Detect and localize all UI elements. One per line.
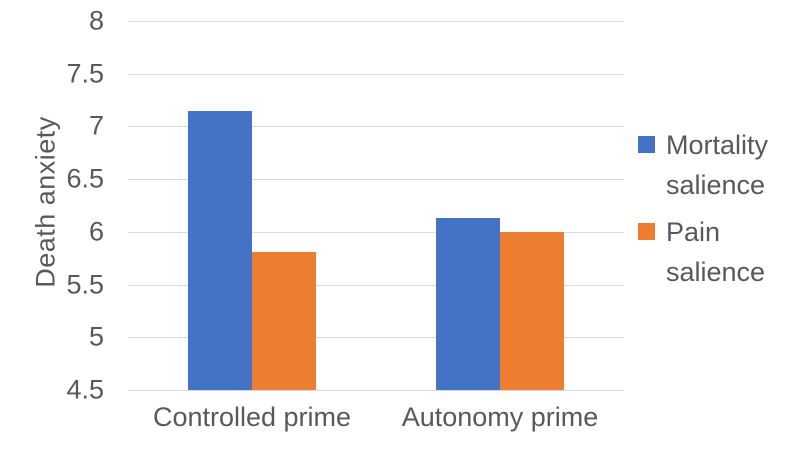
legend-swatch-mortality-salience — [638, 136, 655, 153]
gridline-8 — [128, 21, 624, 22]
bar-mortality-salience-controlled-prime — [188, 110, 252, 390]
gridline-6 — [128, 231, 624, 233]
x-tick-label-autonomy-prime: Autonomy prime — [401, 402, 599, 432]
gridline-5.5 — [128, 284, 624, 286]
y-tick-label-6: 6 — [88, 216, 104, 247]
legend: Mortality salience Pain salience — [638, 125, 796, 292]
plot-area — [128, 21, 624, 391]
y-tick-label-4.5: 4.5 — [66, 374, 104, 405]
y-tick-label-6.5: 6.5 — [66, 163, 104, 194]
legend-item-pain-salience: Pain salience — [638, 212, 796, 292]
bar-mortality-salience-autonomy-prime — [436, 218, 500, 390]
y-axis-title: Death anxiety — [30, 116, 61, 288]
y-tick-label-5.5: 5.5 — [66, 269, 104, 300]
x-tick-label-controlled-prime: Controlled prime — [152, 402, 352, 432]
legend-swatch-pain-salience — [638, 223, 655, 240]
gridline-6.5 — [128, 179, 624, 181]
bar-pain-salience-controlled-prime — [252, 251, 316, 390]
gridline-7.5 — [128, 73, 624, 75]
legend-label-pain-salience: Pain salience — [666, 217, 766, 287]
legend-item-mortality-salience: Mortality salience — [638, 125, 796, 205]
gridline-4.5 — [128, 390, 624, 391]
y-tick-label-7.5: 7.5 — [66, 58, 104, 89]
bar-pain-salience-autonomy-prime — [500, 231, 564, 390]
y-tick-label-7: 7 — [88, 110, 104, 141]
legend-label-mortality-salience: Mortality salience — [666, 130, 769, 200]
y-tick-label-5: 5 — [88, 321, 104, 352]
gridline-5 — [128, 337, 624, 339]
y-tick-label-8: 8 — [88, 5, 104, 36]
gridline-7 — [128, 126, 624, 128]
